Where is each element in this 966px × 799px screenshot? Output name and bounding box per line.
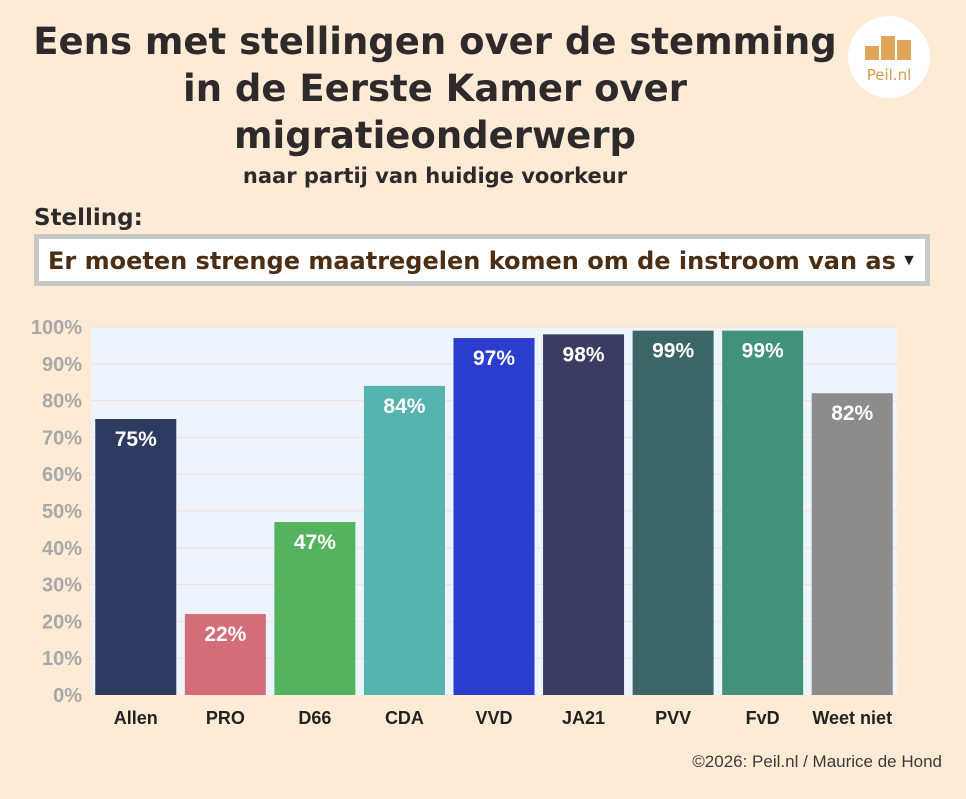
bar-cda (363, 385, 445, 695)
title-line-1: Eens met stellingen over de stemming (33, 20, 837, 63)
x-axis: Allen PRO D66 CDA VVD JA21 PVV FvD Weet niet (114, 708, 892, 728)
bars: 75% 22% 47% 84% 97% 98% 99% 99% 82% (95, 330, 893, 695)
data-label: 99% (742, 340, 784, 363)
y-tick-label: 0% (53, 685, 82, 707)
title-line-2: in de Eerste Kamer over (183, 67, 687, 110)
chart-subtitle: naar partij van huidige voorkeur (242, 164, 628, 188)
bar-d66 (274, 522, 356, 695)
logo-text: Peil.nl (866, 66, 912, 84)
data-label: 22% (204, 623, 246, 646)
bar-pro (184, 614, 266, 695)
x-tick-label: PVV (655, 708, 691, 728)
y-tick-label: 100% (31, 317, 82, 339)
y-tick-label: 80% (42, 391, 82, 413)
y-tick-label: 20% (42, 611, 82, 633)
y-tick-label: 30% (42, 575, 82, 597)
data-label: 75% (115, 428, 157, 451)
y-axis: 0% 10% 20% 30% 40% 50% 60% 70% 80% 90% 100% (31, 317, 82, 707)
x-tick-label: Weet niet (812, 708, 892, 728)
statement-select-value: Er moeten strenge maatregelen komen om d… (48, 247, 921, 275)
x-tick-label: JA21 (562, 708, 605, 728)
statement-label: Stelling: (34, 205, 143, 231)
bar-vvd (453, 338, 535, 695)
title-line-3: migratieonderwerp (234, 114, 636, 157)
bar-pvv (632, 330, 714, 695)
bar-chart: 0% 10% 20% 30% 40% 50% 60% 70% 80% 90% 100% 75% 22%… (31, 317, 897, 728)
chevron-down-icon[interactable]: ▼ (897, 249, 921, 273)
bar-weet-niet (811, 393, 893, 695)
footer-credit: ©2026: Peil.nl / Maurice de Hond (692, 752, 942, 771)
x-tick-label: Allen (114, 708, 158, 728)
y-tick-label: 40% (42, 538, 82, 560)
x-tick-label: VVD (475, 708, 512, 728)
y-tick-label: 10% (42, 648, 82, 670)
x-tick-label: CDA (385, 708, 424, 728)
bar-ja21 (543, 334, 625, 695)
x-tick-label: PRO (206, 708, 245, 728)
y-tick-label: 50% (42, 501, 82, 523)
x-tick-label: D66 (298, 708, 331, 728)
peil-logo: Peil.nl (848, 16, 930, 98)
data-label: 47% (294, 531, 336, 554)
data-label: 99% (652, 340, 694, 363)
y-tick-label: 60% (42, 464, 82, 486)
data-label: 97% (473, 347, 515, 370)
bar-allen (95, 419, 177, 695)
chart-title: Eens met stellingen over de stemming in … (20, 18, 850, 159)
data-label: 84% (383, 395, 425, 418)
data-label: 82% (831, 402, 873, 425)
x-tick-label: FvD (746, 708, 780, 728)
data-label: 98% (563, 343, 605, 366)
bar-fvd (722, 330, 804, 695)
y-tick-label: 90% (42, 354, 82, 376)
statement-select[interactable]: Er moeten strenge maatregelen komen om d… (34, 234, 930, 286)
y-tick-label: 70% (42, 427, 82, 449)
